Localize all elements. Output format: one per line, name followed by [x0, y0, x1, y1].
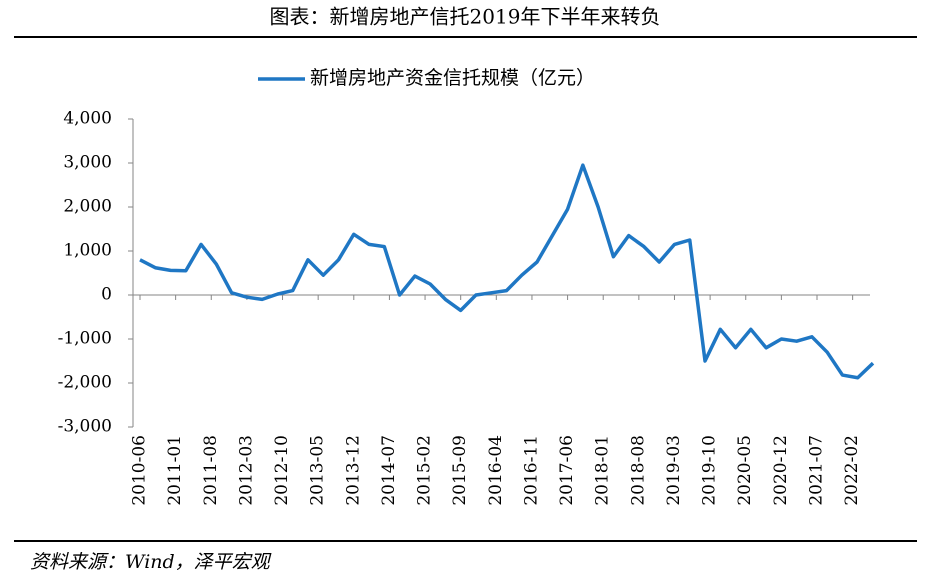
x-tick-label: 2018-01: [593, 435, 613, 506]
y-tick-label: 4,000: [63, 109, 112, 129]
x-tick-label: 2017-06: [557, 435, 577, 506]
x-tick-label: 2011-01: [165, 435, 185, 506]
data-line: [139, 163, 875, 380]
x-tick-label: 2019-10: [700, 435, 720, 506]
x-tick-label: 2015-02: [415, 435, 435, 506]
x-tick-label: 2022-02: [842, 435, 862, 506]
x-tick-label: 2015-09: [450, 435, 470, 506]
x-tick-label: 2016-11: [521, 435, 541, 506]
y-tick-label: 3,000: [63, 153, 112, 173]
x-tick-label: 2020-12: [771, 435, 791, 506]
y-tick-label: -1,000: [58, 329, 112, 349]
x-tick-label: 2011-08: [201, 435, 221, 506]
x-tick-label: 2019-03: [664, 435, 684, 506]
x-tick-label: 2014-07: [379, 435, 399, 506]
x-tick-label: 2020-05: [735, 435, 755, 506]
x-tick-label: 2013-12: [343, 435, 363, 506]
x-tick-label: 2012-10: [272, 435, 292, 506]
y-tick-label: -2,000: [58, 373, 112, 393]
chart-title: 图表：新增房地产信托2019年下半年来转负: [270, 5, 661, 29]
x-tick-label: 2010-06: [130, 435, 150, 506]
x-tick-label: 2012-03: [236, 435, 256, 506]
legend-label: 新增房地产资金信托规模（亿元）: [310, 67, 595, 89]
y-tick-label: 1,000: [63, 241, 112, 261]
y-tick-label: 0: [101, 285, 112, 305]
x-tick-label: 2018-08: [628, 435, 648, 506]
y-tick-label: -3,000: [58, 417, 112, 437]
x-tick-label: 2016-04: [486, 435, 506, 506]
y-tick-label: 2,000: [63, 197, 112, 217]
source-note: 资料来源：Wind，泽平宏观: [30, 551, 272, 573]
x-tick-label: 2021-07: [807, 435, 827, 506]
x-tick-label: 2013-05: [308, 435, 328, 506]
